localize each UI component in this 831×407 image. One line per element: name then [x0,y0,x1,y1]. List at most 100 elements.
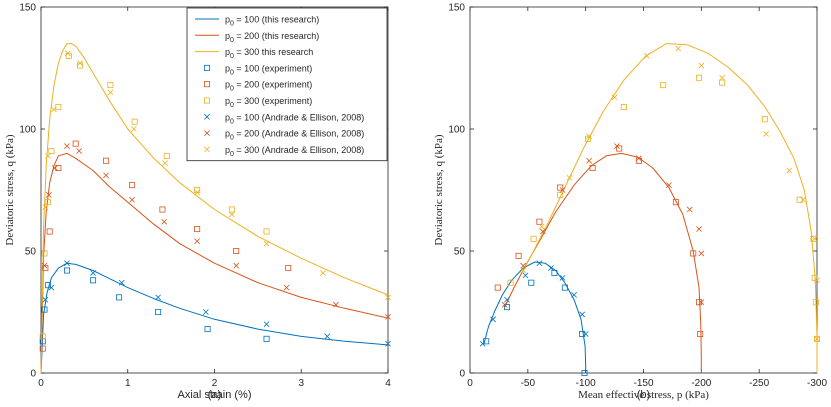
series-line [483,261,587,373]
square-marker [660,82,667,89]
series-line [40,43,389,374]
cross-marker [202,309,209,315]
cross-marker [586,157,593,164]
cross-marker [686,206,693,213]
cross-marker [385,340,391,347]
y-tick-label: 150 [19,3,36,14]
cross-marker [520,262,527,269]
square-marker [697,330,704,337]
series-p0-200-experiment [494,145,704,337]
x-axis-label: Mean effective stress, p (kPa) [578,389,709,401]
panel-a-chart: 0 1 2 3 4 0 50 100 150 Axial strain (%) Deviatoric… [4,3,391,402]
legend-swatch-square [203,97,210,104]
series-p0-200-andrade-ellison-2008 [41,143,391,320]
cross-marker [644,52,650,59]
square-marker [42,265,49,272]
cross-marker [579,311,586,318]
cross-marker [324,333,331,340]
series-p0-200-this-research [504,152,702,373]
cross-marker [611,94,618,101]
series-p0-100-experiment [483,269,588,376]
square-marker [483,338,490,345]
series-p0-100-this-research [40,262,389,374]
cross-marker [118,279,125,286]
square-marker [228,206,235,213]
series-line [40,262,389,374]
series-line [504,152,702,373]
legend-label: p0 = 200 (experiment) [225,80,312,93]
cross-marker [129,196,135,203]
square-marker [557,184,564,191]
series-line [40,152,389,374]
panel-label: (a) [208,389,221,401]
legend-label: p0 = 300 this research [225,47,313,60]
y-axis-label: Deviatoric stress, q (kPa) [433,134,445,246]
square-marker [107,82,114,89]
legend-swatch-cross [204,113,210,120]
square-marker [515,252,522,259]
square-marker [48,147,55,154]
cross-marker [42,296,49,303]
cross-marker [233,262,240,269]
cross-marker [45,191,52,198]
cross-marker [385,313,391,320]
square-marker [696,74,703,81]
square-marker [55,165,62,172]
cross-marker [696,226,702,232]
cross-marker [48,284,55,291]
square-marker [46,228,53,235]
legend-swatch-cross [204,146,210,153]
legend-item: p0 = 300 (experiment) [203,96,312,109]
square-marker [814,335,821,342]
cross-marker [504,296,510,303]
cross-marker [161,218,168,225]
square-marker [812,299,819,306]
x-tick-label: -300 [807,378,827,389]
square-marker [44,282,51,289]
square-marker [129,182,136,189]
cross-marker [814,335,820,342]
cross-marker [800,196,807,203]
square-marker [263,335,270,342]
y-axis-label: Deviatoric stress, q (kPa) [4,134,16,246]
square-marker [41,306,48,313]
legend-label: p0 = 300 (experiment) [225,96,312,109]
series-p0-100-this-research [483,261,587,373]
legend-label: p0 = 100 (experiment) [225,63,312,76]
legend-item: p0 = 200 (Andrade & Ellison, 2008) [204,129,364,142]
cross-marker [107,89,114,96]
x-tick-label: 1 [125,378,131,389]
cross-marker [635,155,642,162]
y-tick-label: 100 [448,125,465,136]
cross-marker [90,270,96,276]
legend-label: p0 = 200 (this research) [225,31,319,44]
square-marker [194,186,201,193]
cross-marker [228,211,235,218]
y-tick-label: 100 [19,125,36,136]
legend-item: p0 = 100 (experiment) [203,63,312,76]
cross-marker [586,133,593,140]
cross-marker [479,340,486,347]
cross-marker [698,250,705,257]
square-marker [204,326,211,333]
legend-item: p0 = 100 (this research) [195,15,319,28]
plot-area-frame [469,6,818,374]
cross-marker [522,272,529,279]
square-marker [584,135,591,142]
cross-marker [786,167,793,174]
x-tick-label: 0 [38,378,44,389]
legend-swatch-square [203,81,210,88]
square-marker [263,228,270,235]
square-marker [796,196,803,203]
panel-b-chart: 0 -50 -100 -150 -200 -250 -300 0 50 100 150 Mean ef… [433,3,827,402]
cross-marker [65,50,71,57]
x-tick-label: -250 [749,378,769,389]
legend-item: p0 = 300 this research [195,47,313,60]
legend: p0 = 100 (this research) p0 = 200 (this r… [186,7,388,162]
square-marker [551,269,558,276]
cross-marker [811,235,818,242]
y-tick-label: 0 [459,369,465,380]
cross-marker [719,74,726,81]
